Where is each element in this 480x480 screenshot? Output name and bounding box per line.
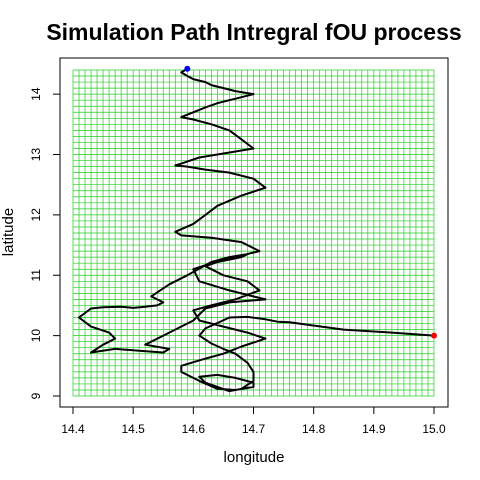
y-tick-label: 9 [29, 392, 43, 399]
x-tick-label: 14.8 [302, 422, 326, 436]
y-tick-label: 14 [29, 87, 43, 101]
start-point [431, 332, 437, 339]
series-line [78, 67, 435, 393]
end-point [184, 65, 191, 72]
y-tick-label: 13 [29, 148, 43, 162]
x-tick-label: 14.5 [121, 422, 145, 436]
x-tick-label: 15.0 [422, 422, 446, 436]
grid [72, 69, 435, 397]
x-axis: 14.4 14.5 14.6 14.7 14.8 14.9 15.0 [61, 406, 446, 436]
x-axis-label: longitude [224, 449, 285, 466]
point-layer [184, 65, 437, 339]
x-tick-label: 14.7 [242, 422, 266, 436]
y-tick-label: 10 [29, 329, 43, 343]
x-tick-label: 14.6 [182, 422, 206, 436]
y-tick-label: 12 [29, 208, 43, 222]
chart-title: Simulation Path Intregral fOU process [46, 19, 461, 45]
y-axis: 9 10 11 12 13 14 [29, 87, 61, 399]
x-tick-label: 14.4 [61, 422, 85, 436]
y-axis-label: latitude [0, 208, 17, 256]
x-tick-label: 14.9 [362, 422, 386, 436]
plot-frame [59, 57, 449, 408]
y-tick-label: 11 [29, 269, 43, 282]
path-layer [78, 67, 435, 393]
